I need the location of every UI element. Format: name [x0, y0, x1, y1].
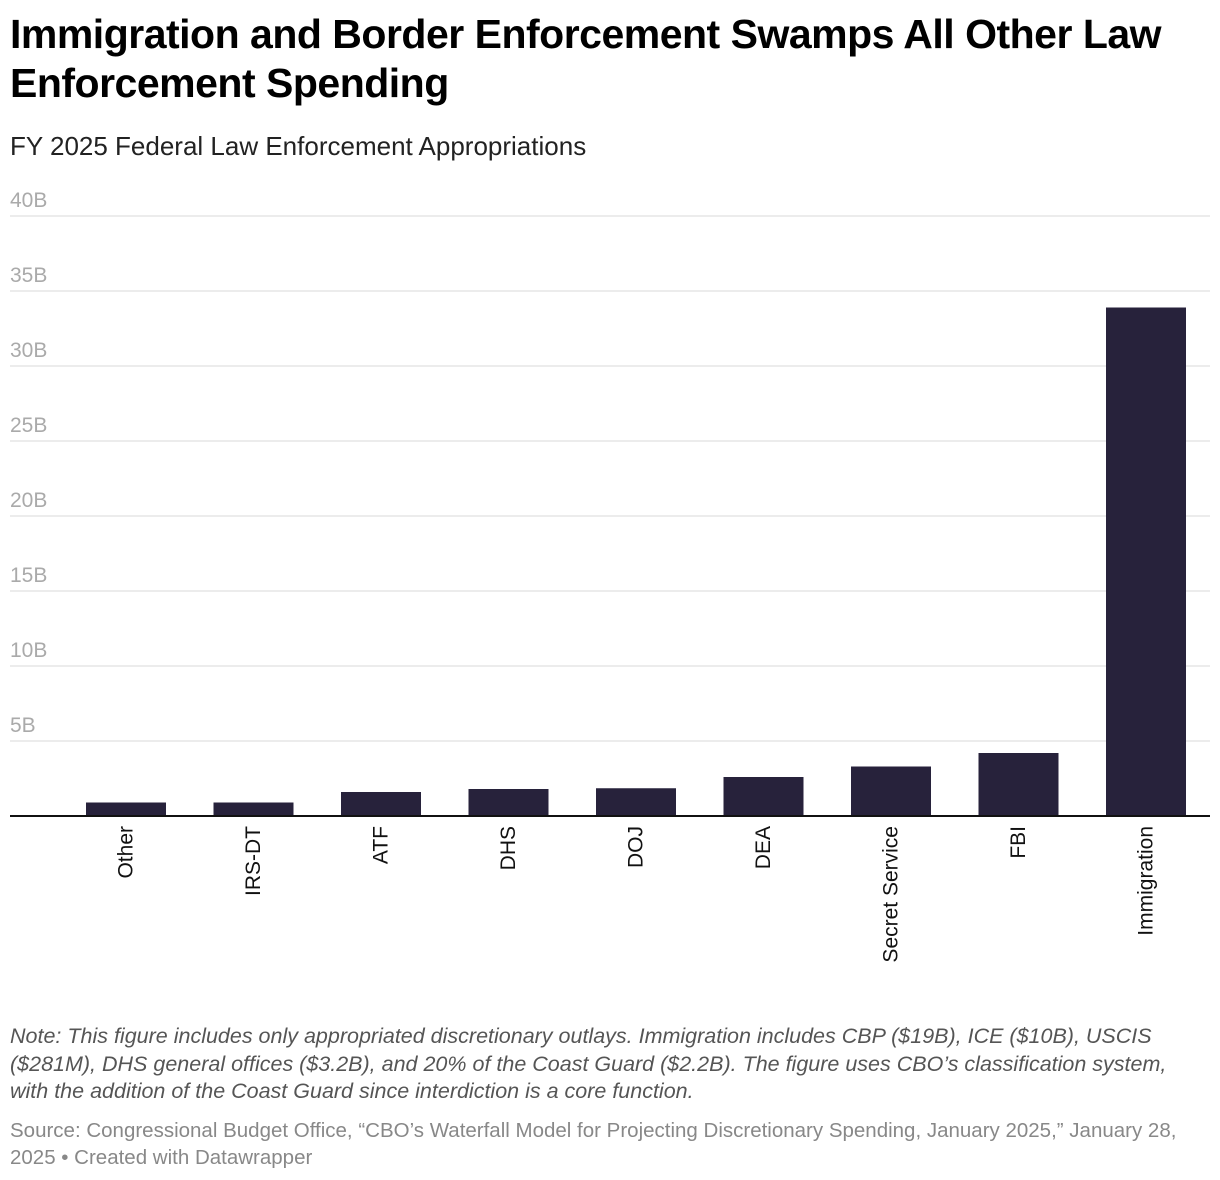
bar-chart: 5B 10B 15B 20B 25B 30B 35B 40B Other IRS-DT ATF DH… [10, 189, 1210, 963]
y-tick-label: 25B [10, 414, 47, 437]
y-axis-tick-labels: 5B 10B 15B 20B 25B 30B 35B 40B [10, 189, 47, 737]
bar-doj [596, 788, 676, 816]
bars [86, 307, 1186, 816]
x-axis-tick-labels: Other IRS-DT ATF DHS DOJ DEA Secret Service FBI… [115, 826, 1158, 963]
y-tick-label: 15B [10, 564, 47, 587]
x-tick-label: IRS-DT [242, 826, 265, 896]
bar-irs-dt [213, 802, 294, 816]
x-tick-label: DEA [752, 826, 775, 869]
y-tick-label: 20B [10, 489, 47, 512]
bar-dea [723, 777, 804, 816]
bar-atf [341, 792, 421, 816]
y-tick-label: 35B [10, 264, 47, 287]
x-tick-label: ATF [370, 826, 393, 864]
x-tick-label: Immigration [1135, 826, 1158, 936]
chart-subtitle: FY 2025 Federal Law Enforcement Appropri… [10, 131, 587, 161]
chart-source: Source: Congressional Budget Office, “CB… [10, 1119, 1177, 1169]
y-tick-label: 10B [10, 639, 47, 662]
bar-secret-service [851, 766, 931, 816]
x-tick-label: Secret Service [880, 826, 903, 963]
chart-note: Note: This figure includes only appropri… [10, 1024, 1167, 1103]
x-tick-label: Other [115, 826, 138, 879]
bar-dhs [468, 789, 549, 816]
y-tick-label: 40B [10, 189, 47, 212]
y-tick-label: 5B [10, 714, 36, 737]
bar-fbi [978, 753, 1059, 816]
gridlines [10, 215, 1210, 742]
chart-title: Immigration and Border Enforcement Swamp… [10, 11, 1162, 106]
x-tick-label: DOJ [625, 826, 648, 868]
y-tick-label: 30B [10, 339, 47, 362]
x-tick-label: FBI [1007, 826, 1030, 859]
bar-other [86, 802, 166, 816]
x-tick-label: DHS [497, 826, 520, 870]
bar-immigration [1106, 307, 1186, 816]
